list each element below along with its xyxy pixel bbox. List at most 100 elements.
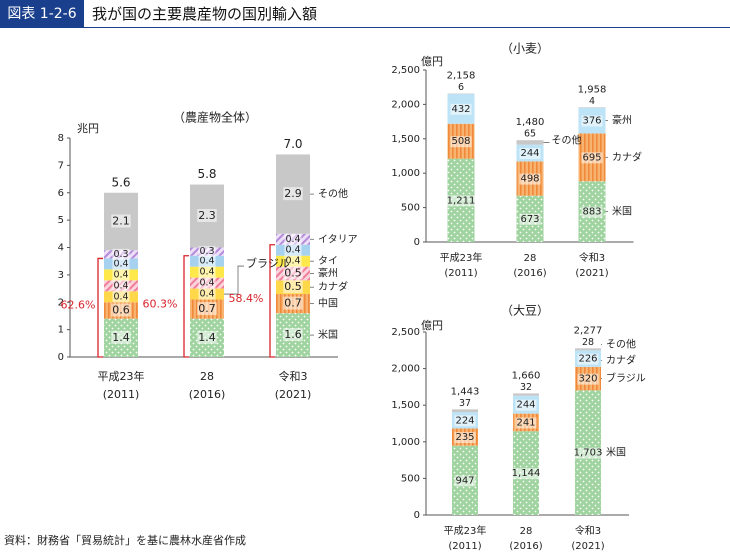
data-label-bg-wheat	[581, 152, 603, 164]
data-label-total: 0.4	[285, 256, 300, 267]
x-category-year-wheat: (2016)	[513, 268, 546, 279]
y-tick-label-total: 1	[58, 325, 64, 336]
y-tick-label-wheat: 500	[401, 203, 420, 214]
data-label-bg-total	[198, 266, 216, 278]
figure-title: 我が国の主要農産物の国別輸入額	[92, 5, 318, 23]
data-label-bg-total	[283, 328, 303, 342]
data-label-bg-total	[284, 255, 302, 267]
data-label-bg-total	[111, 330, 131, 344]
data-label-bg-total	[284, 244, 302, 256]
x-category-total: 令和3	[279, 369, 308, 383]
data-label-bg-soy	[577, 373, 599, 385]
data-label-total: 1.4	[198, 331, 216, 344]
data-label-bg-soy	[454, 432, 476, 444]
data-label-total: 0.3	[199, 246, 214, 257]
x-category-year-total: (2011)	[103, 388, 140, 401]
data-label-bg-total	[284, 233, 302, 245]
data-label-bg-total	[283, 280, 303, 294]
x-category-year-soy: (2021)	[571, 541, 604, 552]
data-label-wheat: 65	[524, 129, 536, 140]
data-label-total: 0.4	[113, 280, 128, 291]
data-label-wheat: 498	[520, 174, 539, 185]
data-label-bg-total	[198, 255, 216, 267]
legend-label-wheat: 豪州	[612, 113, 632, 126]
share-bracket	[97, 257, 103, 358]
share-bracket	[183, 255, 189, 358]
legend-label-total: 豪州	[318, 267, 338, 280]
data-label-soy: 28	[582, 337, 594, 348]
bar-segment-soy	[575, 348, 601, 351]
data-label-total: 0.7	[284, 297, 302, 310]
data-label-soy: 1,144	[512, 468, 541, 479]
x-category-wheat: 28	[524, 253, 537, 264]
data-label-bg-soy	[454, 475, 476, 487]
legend-label-soy: 米国	[606, 446, 626, 459]
data-label-soy: 235	[455, 432, 474, 443]
x-category-total: 平成23年	[98, 369, 145, 383]
data-label-wheat: 376	[582, 115, 601, 126]
y-axis-unit-soy: 億円	[421, 319, 443, 332]
header-underline	[84, 27, 730, 28]
figure-number: 図表 1-2-6	[0, 0, 84, 28]
data-label-bg-total	[111, 303, 131, 317]
data-label-bg-total	[112, 280, 130, 292]
y-tick-label-total: 3	[58, 270, 64, 281]
chart-title-wheat: （小麦）	[501, 42, 549, 56]
data-label-total: 0.4	[199, 256, 214, 267]
data-label-wheat: 508	[451, 136, 470, 147]
bar-segment-wheat	[447, 93, 475, 95]
y-tick-label-wheat: 0	[414, 237, 420, 248]
data-label-bg-soy	[510, 468, 542, 480]
data-label-soy: 224	[455, 415, 474, 426]
x-category-soy: 平成23年	[444, 524, 487, 537]
y-tick-label-wheat: 1,000	[391, 168, 420, 179]
legend-label-total: 中国	[318, 297, 338, 310]
callout-leader-brazil	[224, 265, 244, 295]
data-label-total: 0.4	[113, 258, 128, 269]
legend-label-soy: カナダ	[606, 354, 636, 367]
data-label-wheat: 4	[589, 96, 595, 107]
legend-label-soy: ブラジル	[606, 372, 646, 385]
y-tick-label-soy: 1,000	[391, 437, 420, 448]
x-category-year-total: (2021)	[275, 388, 312, 401]
data-label-bg-wheat	[450, 103, 472, 115]
data-label-total: 0.4	[285, 245, 300, 256]
y-tick-label-soy: 2,500	[391, 327, 420, 338]
share-bracket	[269, 244, 275, 358]
data-label-soy: 320	[578, 374, 597, 385]
data-label-total: 2.3	[198, 209, 216, 222]
y-tick-label-soy: 2,000	[391, 364, 420, 375]
total-label-wheat: 1,958	[578, 84, 607, 95]
data-label-wheat: 432	[451, 104, 470, 115]
legend-label-soy: その他	[606, 337, 636, 350]
x-category-wheat: 令和3	[579, 251, 605, 264]
data-label-total: 1.4	[112, 331, 130, 344]
total-label-wheat: 1,480	[516, 117, 545, 128]
data-label-bg-total	[112, 258, 130, 270]
data-label-bg-total	[112, 269, 130, 281]
y-tick-label-total: 0	[58, 352, 64, 363]
data-label-bg-soy	[572, 447, 604, 459]
data-label-bg-total	[112, 291, 130, 303]
data-label-wheat: 695	[582, 152, 601, 163]
source-note: 資料：財務省「貿易統計」を基に農林水産省作成	[4, 534, 246, 547]
callout-label-brazil: ブラジル	[246, 256, 290, 270]
data-label-total: 2.1	[112, 214, 130, 227]
data-label-total: 0.4	[199, 267, 214, 278]
legend-label-wheat: その他	[552, 133, 582, 146]
data-label-wheat: 6	[458, 82, 464, 93]
legend-label-total: 米国	[318, 328, 338, 341]
data-label-soy: 1,703	[574, 448, 603, 459]
data-label-total: 0.5	[284, 267, 302, 280]
data-label-bg-soy	[577, 353, 599, 365]
total-label-total: 7.0	[283, 137, 302, 151]
data-label-soy: 37	[459, 398, 471, 409]
share-label: 62.6%	[61, 299, 96, 312]
x-category-soy: 令和3	[575, 524, 601, 537]
data-label-bg-total	[197, 302, 217, 316]
data-label-total: 0.6	[112, 303, 130, 316]
data-label-bg-total	[197, 209, 217, 223]
data-label-soy: 244	[516, 400, 535, 411]
share-label: 60.3%	[143, 297, 178, 310]
